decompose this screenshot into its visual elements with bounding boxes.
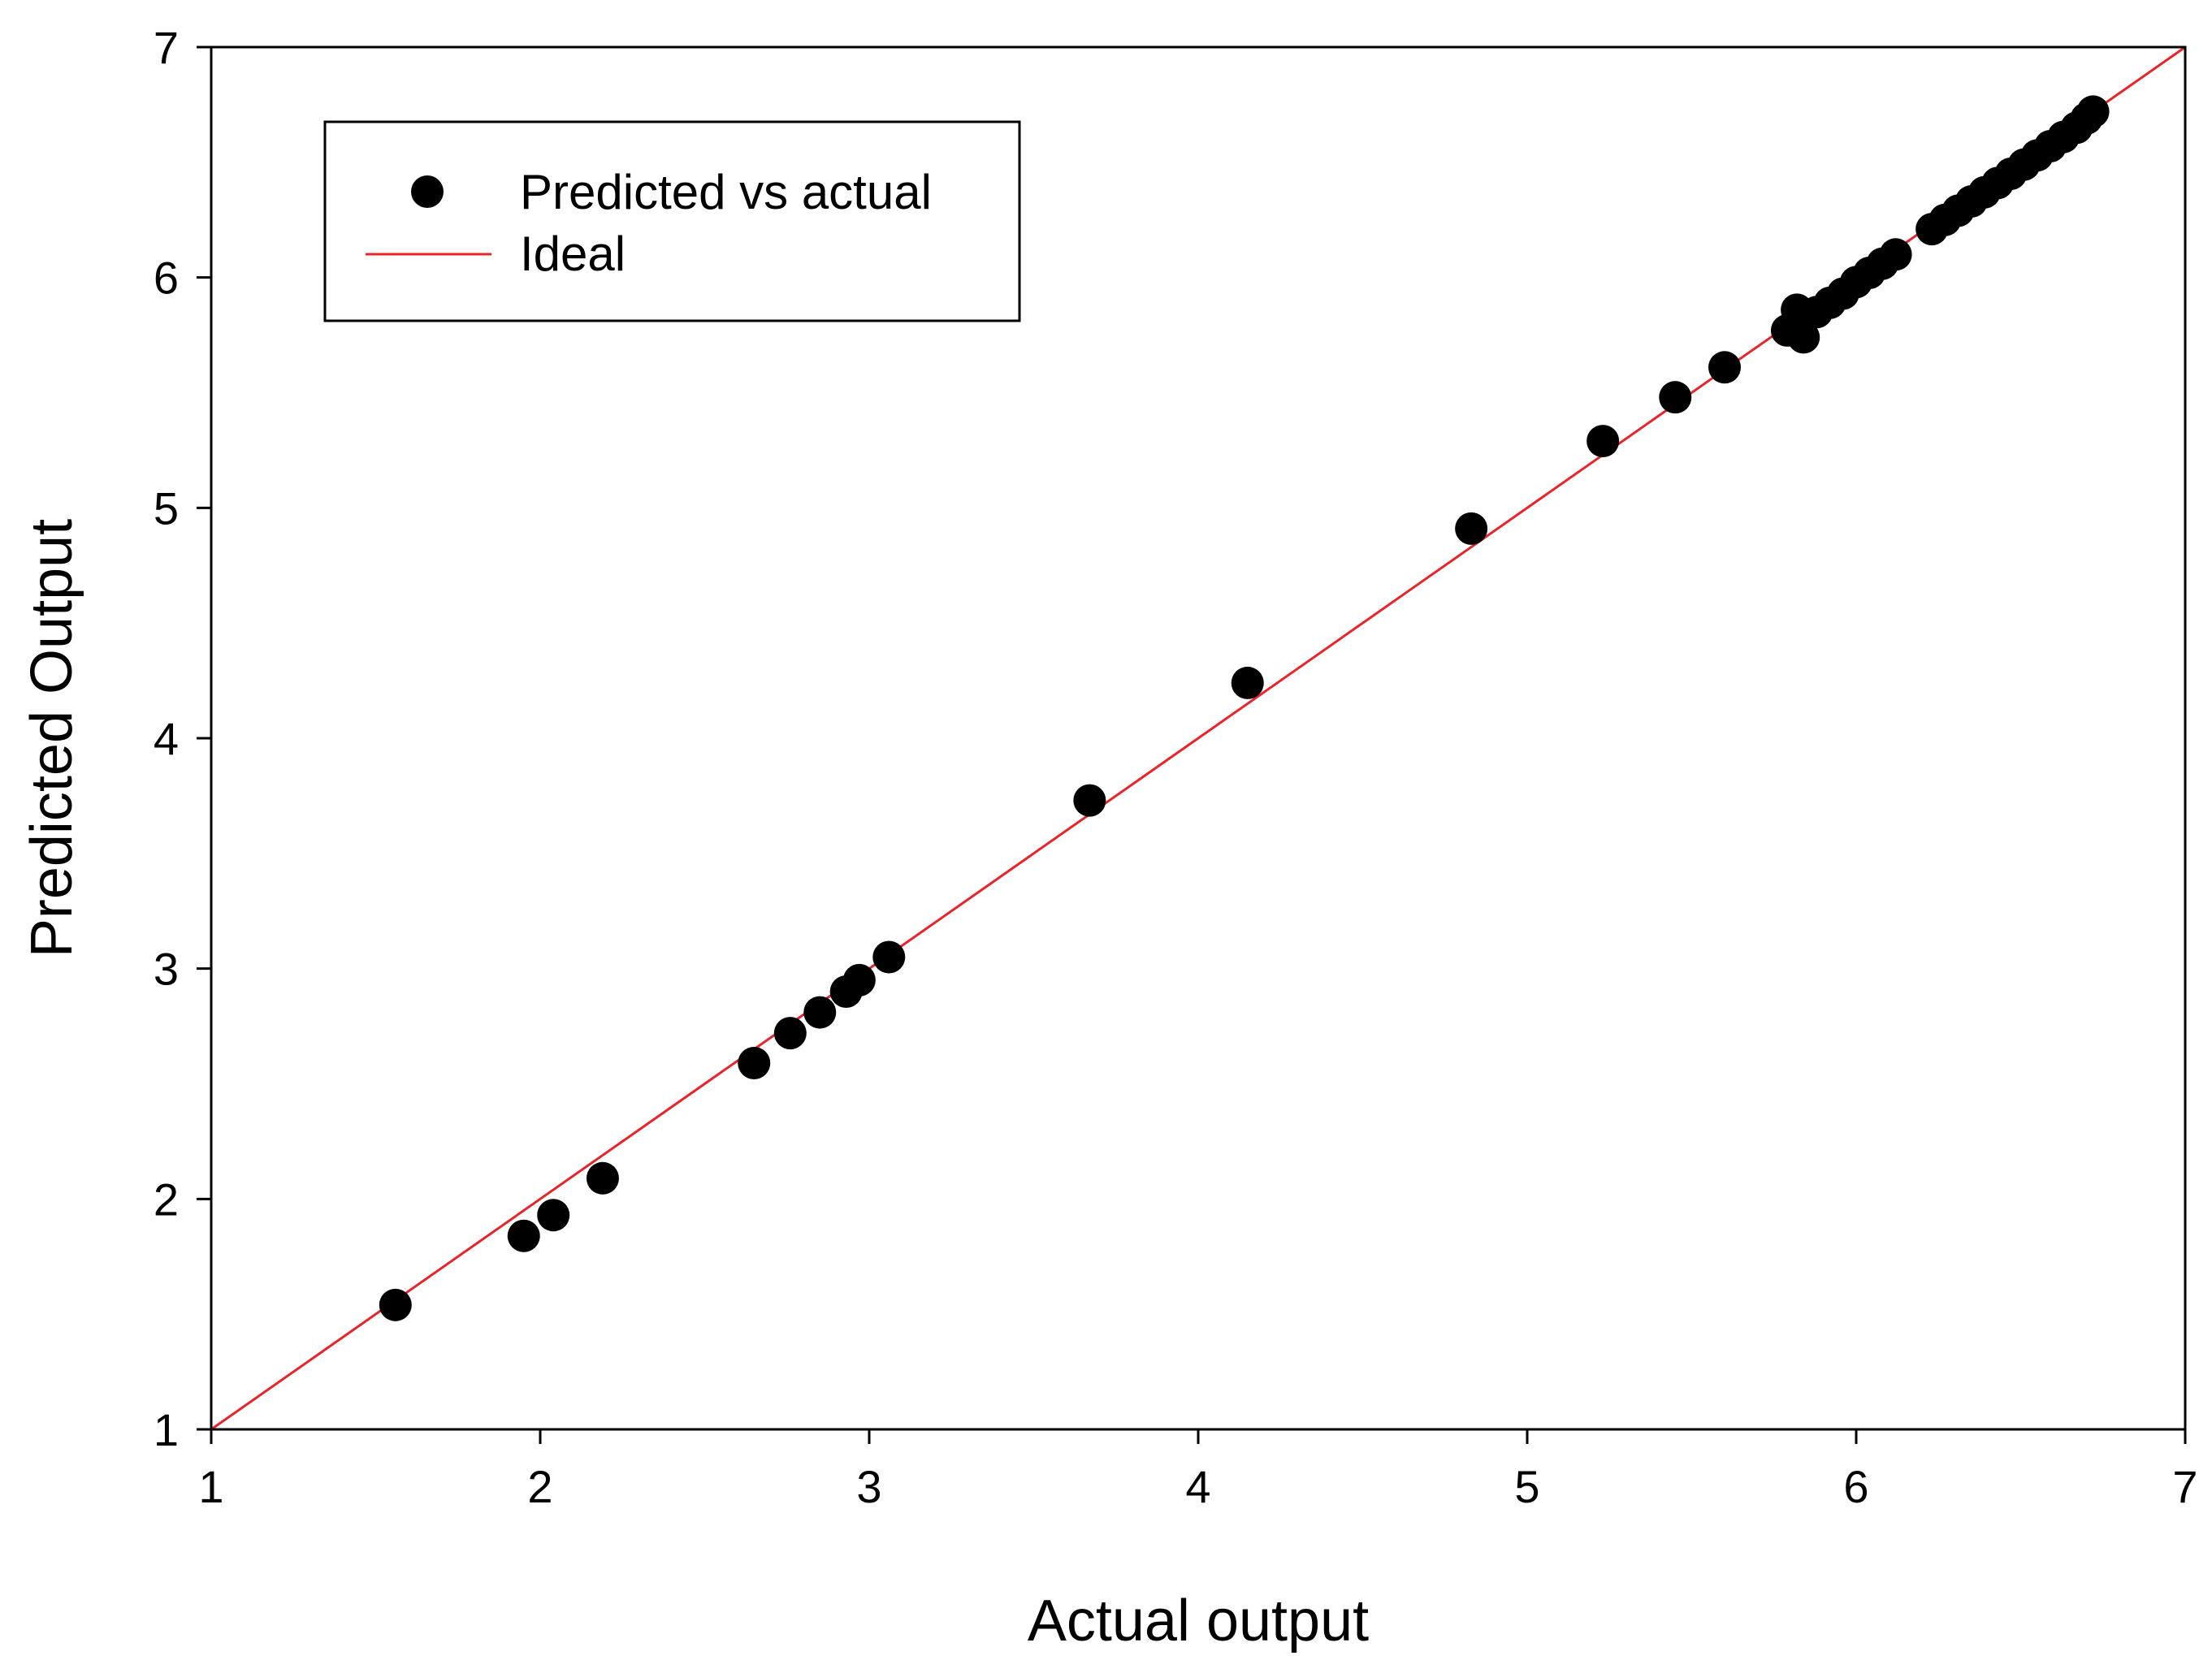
data-point [2076, 95, 2110, 128]
legend-label-predicted: Predicted vs actual [520, 165, 932, 219]
y-tick-label: 5 [154, 482, 179, 534]
y-tick-label: 1 [154, 1404, 179, 1455]
data-point [738, 1046, 771, 1079]
legend-box [323, 120, 1021, 322]
data-point [586, 1161, 619, 1195]
data-point [1073, 784, 1106, 817]
y-tick-label: 7 [154, 22, 179, 73]
x-tick-label: 6 [1843, 1461, 1868, 1512]
data-point [1879, 238, 1912, 271]
y-tick-label: 2 [154, 1174, 179, 1225]
x-tick-label: 2 [527, 1461, 552, 1512]
data-point [1231, 666, 1264, 699]
legend-label-ideal: Ideal [520, 227, 626, 281]
data-point [1659, 381, 1692, 414]
x-tick-label: 7 [2172, 1461, 2197, 1512]
y-tick-label: 6 [154, 253, 179, 304]
data-point [1787, 321, 1820, 354]
y-tick-label: 4 [154, 713, 179, 764]
x-axis-label: Actual output [1028, 1589, 1369, 1654]
x-tick-label: 3 [856, 1461, 881, 1512]
data-point [773, 1017, 807, 1050]
data-point [872, 940, 906, 974]
legend-marker-predicted [411, 175, 444, 208]
x-tick-label: 5 [1514, 1461, 1539, 1512]
data-point [1455, 512, 1488, 545]
legend: Predicted vs actual Ideal [323, 120, 1021, 322]
x-tick-label: 4 [1185, 1461, 1210, 1512]
data-point [842, 963, 876, 996]
data-point [1586, 425, 1620, 458]
data-point [537, 1199, 570, 1232]
data-point [803, 996, 837, 1029]
data-point [1708, 351, 1741, 384]
x-tick-label: 1 [198, 1461, 223, 1512]
data-point [507, 1219, 540, 1252]
y-tick-label: 3 [154, 944, 179, 995]
y-axis-label: Predicted Output [19, 519, 84, 958]
data-point [379, 1288, 412, 1321]
